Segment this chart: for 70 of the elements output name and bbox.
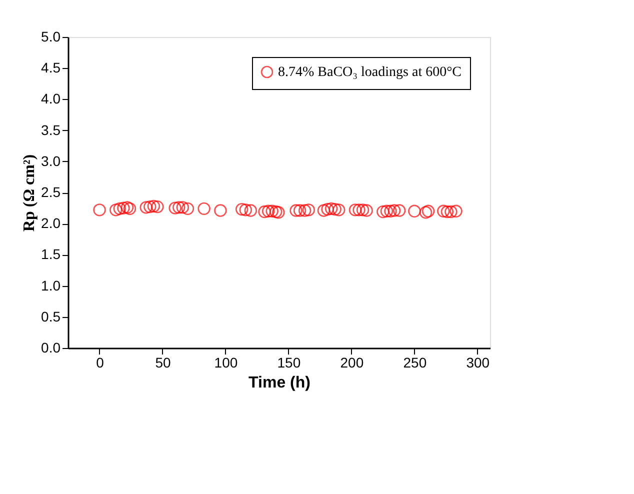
point: [244, 204, 258, 217]
point: [332, 204, 346, 216]
x-axis-title: Time (h): [248, 374, 310, 392]
point: [235, 202, 248, 216]
point: [437, 204, 450, 218]
point: [317, 204, 330, 217]
point: [110, 204, 122, 216]
x-tick-label: 150: [277, 354, 301, 370]
point: [144, 200, 156, 214]
y-tick-label: 0.5: [41, 308, 61, 324]
x-tick-label: 0: [96, 354, 104, 370]
point: [408, 204, 421, 218]
point: [239, 204, 252, 216]
point: [419, 206, 432, 219]
x-tick-label: 250: [403, 354, 427, 370]
point: [360, 204, 373, 217]
point: [356, 204, 370, 216]
point: [302, 204, 315, 216]
point: [198, 202, 210, 216]
y-tick-label: 3.0: [41, 152, 61, 169]
point: [392, 204, 406, 217]
point: [258, 205, 271, 218]
y-axis-title: Rp (Ω cm²): [21, 154, 38, 232]
y-tick-label: 2.5: [41, 184, 61, 200]
y-tick-label: 2.0: [41, 215, 61, 232]
point: [380, 204, 394, 218]
x-tick-label: 300: [466, 354, 490, 370]
point: [151, 200, 164, 214]
point: [422, 204, 435, 218]
point: [348, 204, 362, 216]
point: [270, 205, 282, 218]
point: [113, 202, 126, 216]
point: [444, 205, 458, 218]
point: [147, 200, 160, 213]
point: [266, 204, 278, 218]
y-tick-label: 1.5: [41, 246, 61, 262]
point: [272, 206, 285, 219]
point: [120, 201, 134, 214]
point: [93, 204, 106, 216]
point: [450, 204, 462, 218]
point: [172, 201, 186, 214]
point: [324, 202, 338, 216]
point: [328, 202, 342, 216]
point: [321, 202, 334, 216]
x-tick-label: 50: [155, 354, 171, 370]
legend-label: 8.74% BaCO₃ loadings at 600°C: [278, 65, 462, 80]
y-tick-label: 1.0: [41, 277, 61, 294]
point: [123, 202, 136, 216]
point: [214, 204, 227, 217]
point: [117, 202, 130, 214]
y-tick-label: 0.0: [41, 340, 61, 356]
point: [440, 205, 454, 218]
y-tick-label: 4.5: [41, 60, 61, 76]
point: [176, 201, 189, 214]
x-tick-label: 100: [214, 354, 238, 370]
point: [168, 202, 182, 214]
point: [140, 201, 152, 214]
y-tick-label: 5.0: [41, 28, 61, 44]
point: [384, 204, 397, 218]
point: [290, 204, 302, 217]
point: [293, 204, 306, 217]
x-tick-label: 200: [340, 354, 364, 370]
point: [181, 202, 194, 216]
y-tick-label: 4.0: [41, 90, 61, 107]
point: [388, 204, 401, 217]
y-tick-label: 3.5: [41, 122, 61, 138]
point: [352, 204, 366, 216]
point: [376, 205, 390, 218]
point: [262, 204, 275, 218]
point: [298, 204, 312, 217]
